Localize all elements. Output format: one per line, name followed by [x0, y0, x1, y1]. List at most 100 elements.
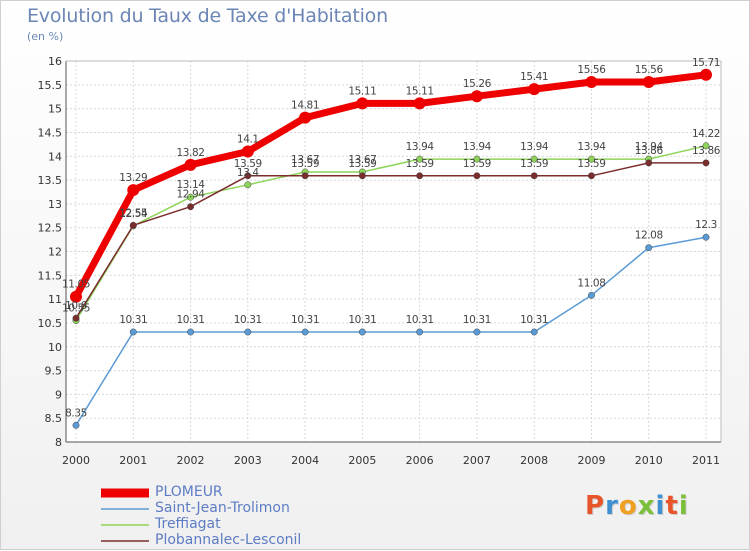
data-point-treffiagat [473, 155, 481, 163]
data-point-plomeur [127, 184, 140, 197]
data-label-plomeur: 14.81 [291, 100, 319, 112]
y-tick-label: 16 [48, 55, 62, 68]
data-label-plomeur: 11.05 [62, 279, 90, 291]
proxiti-logo: Proxiti [585, 491, 689, 521]
y-tick-label: 11.5 [38, 269, 63, 282]
data-label-plobannalec-lesconil: 13.59 [520, 158, 548, 170]
data-point-saint-jean-trolimon [358, 328, 366, 336]
x-tick-label: 2008 [520, 454, 548, 467]
data-point-saint-jean-trolimon [645, 244, 653, 252]
data-label-plomeur: 15.11 [406, 85, 434, 97]
y-tick-label: 10 [48, 341, 62, 354]
data-point-saint-jean-trolimon [244, 328, 252, 336]
data-label-treffiagat: 13.94 [520, 141, 549, 153]
y-tick-label: 8 [55, 436, 62, 449]
data-label-saint-jean-trolimon: 10.31 [406, 314, 434, 326]
data-point-plobannalec-lesconil [530, 172, 538, 180]
data-label-saint-jean-trolimon: 10.31 [348, 314, 376, 326]
data-label-plomeur: 15.71 [692, 57, 720, 69]
data-label-plobannalec-lesconil: 10.6 [65, 300, 87, 312]
data-point-treffiagat [416, 155, 424, 163]
data-point-plobannalec-lesconil [358, 172, 366, 180]
data-point-plobannalec-lesconil [129, 221, 137, 229]
data-label-plobannalec-lesconil: 13.59 [348, 158, 376, 170]
data-point-plobannalec-lesconil [301, 172, 309, 180]
data-point-treffiagat [588, 155, 595, 163]
x-tick-label: 2010 [635, 454, 663, 467]
legend-label: Saint-Jean-Trolimon [155, 500, 290, 516]
y-tick-label: 14 [48, 150, 62, 163]
data-label-plobannalec-lesconil: 13.59 [234, 158, 262, 170]
data-point-plomeur [299, 111, 312, 124]
chart-subtitle: (en %) [27, 30, 64, 43]
x-tick-label: 2007 [463, 454, 491, 467]
data-point-plomeur [356, 97, 369, 110]
data-label-saint-jean-trolimon: 10.31 [520, 314, 548, 326]
chart-title: Evolution du Taux de Taxe d'Habitation [27, 5, 388, 27]
series-line-plobannalec-lesconil [75, 162, 707, 319]
data-point-plomeur [413, 97, 426, 110]
data-label-treffiagat: 13.94 [406, 141, 435, 153]
data-label-plobannalec-lesconil: 12.94 [177, 189, 206, 201]
data-point-plobannalec-lesconil [187, 203, 194, 211]
data-label-treffiagat: 13.67 [291, 154, 319, 166]
x-tick-label: 2000 [62, 454, 90, 467]
data-label-treffiagat: 13.94 [463, 141, 492, 153]
data-point-plomeur [528, 83, 541, 96]
legend-label: Treffiagat [155, 516, 221, 532]
data-point-plomeur [241, 145, 254, 158]
data-point-plobannalec-lesconil [72, 314, 80, 322]
x-tick-label: 2004 [291, 454, 319, 467]
data-label-saint-jean-trolimon: 8.35 [65, 407, 87, 419]
y-tick-label: 9.5 [45, 365, 63, 378]
data-label-saint-jean-trolimon: 11.08 [577, 277, 605, 289]
series-line-treffiagat [75, 145, 707, 322]
y-tick-label: 13.5 [38, 174, 63, 187]
data-point-saint-jean-trolimon [72, 421, 80, 429]
data-point-saint-jean-trolimon [129, 328, 137, 336]
data-label-treffiagat: 13.94 [577, 141, 606, 153]
data-label-plobannalec-lesconil: 13.59 [463, 158, 491, 170]
data-point-saint-jean-trolimon [473, 328, 481, 336]
data-point-plobannalec-lesconil [588, 172, 595, 180]
data-label-plomeur: 15.56 [635, 64, 664, 76]
y-tick-label: 11 [48, 293, 62, 306]
data-label-plobannalec-lesconil: 13.86 [692, 145, 721, 157]
y-tick-label: 13 [48, 198, 62, 211]
data-label-plomeur: 15.11 [348, 85, 376, 97]
x-tick-label: 2002 [177, 454, 205, 467]
legend-label: PLOMEUR [155, 484, 223, 500]
data-label-saint-jean-trolimon: 12.08 [635, 230, 663, 242]
data-label-treffiagat: 14.22 [692, 128, 720, 140]
data-point-plomeur [184, 158, 197, 171]
data-point-treffiagat [244, 181, 252, 189]
data-label-saint-jean-trolimon: 12.3 [695, 219, 717, 231]
data-point-saint-jean-trolimon [702, 233, 710, 241]
legend-label: Plobannalec-Lesconil [155, 532, 302, 548]
data-point-saint-jean-trolimon [588, 291, 595, 299]
data-label-plomeur: 13.82 [177, 147, 205, 159]
series-line-saint-jean-trolimon [75, 236, 707, 427]
x-tick-label: 2003 [234, 454, 262, 467]
data-label-plobannalec-lesconil: 13.59 [577, 158, 605, 170]
data-point-treffiagat [702, 142, 710, 150]
series-line-plomeur [72, 71, 710, 301]
data-label-saint-jean-trolimon: 10.31 [119, 314, 147, 326]
x-tick-label: 2006 [406, 454, 434, 467]
data-point-saint-jean-trolimon [301, 328, 309, 336]
data-point-saint-jean-trolimon [187, 328, 194, 336]
data-point-plobannalec-lesconil [244, 172, 252, 180]
data-point-saint-jean-trolimon [530, 328, 538, 336]
data-label-saint-jean-trolimon: 10.31 [463, 314, 491, 326]
x-tick-label: 2011 [692, 454, 720, 467]
data-point-plomeur [642, 75, 655, 88]
data-label-saint-jean-trolimon: 10.31 [177, 314, 205, 326]
y-tick-label: 9 [55, 388, 62, 401]
data-point-plomeur [700, 68, 712, 81]
data-label-plomeur: 14.1 [237, 133, 259, 145]
data-label-plobannalec-lesconil: 13.59 [291, 158, 319, 170]
x-tick-label: 2005 [348, 454, 376, 467]
data-point-treffiagat [530, 155, 538, 163]
data-label-treffiagat: 13.4 [237, 167, 259, 179]
